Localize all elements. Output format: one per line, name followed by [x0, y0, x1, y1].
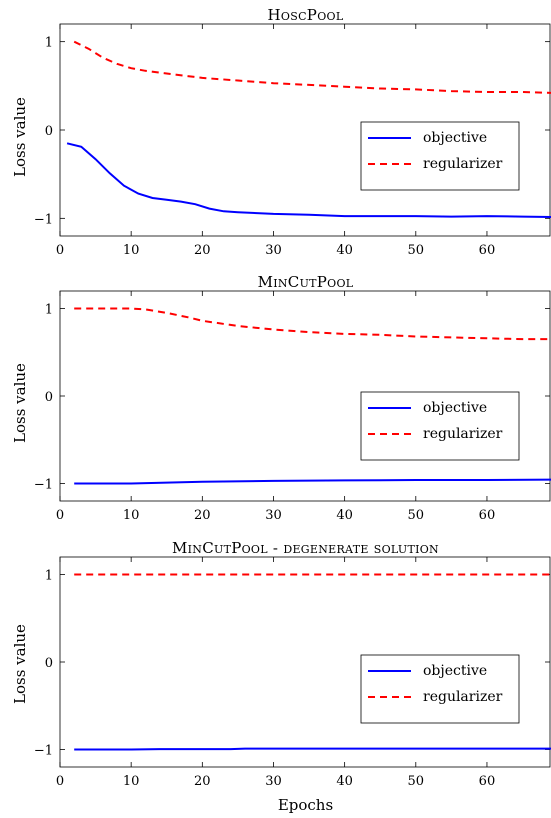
panel-3-xtick-label: 10: [123, 774, 140, 789]
panel-3-series-objective-line: [74, 747, 551, 751]
panel-1-xtick-label: 40: [336, 243, 353, 258]
panel-2-legend-box: [360, 391, 520, 461]
panel-2-xtick-label: 50: [408, 508, 425, 523]
x-axis-label: Epochs: [277, 796, 334, 814]
panel-1-legend-regularizer-label: regularizer: [423, 156, 503, 172]
panel-3-ytick-label: 1: [45, 569, 53, 584]
panel-1-legend-objective-label: objective: [423, 130, 487, 146]
panel-2-legend-regularizer-label: regularizer: [423, 426, 503, 442]
panel-3-xtick-label: 0: [56, 774, 64, 789]
panel-1-series-objective-line: [66, 142, 551, 218]
panel-1-xtick-label: 10: [123, 243, 140, 258]
panel-2-series-objective-line: [74, 478, 551, 485]
panel-3-ytick-label: −1: [34, 744, 53, 759]
panel-3-xtick-label: 60: [479, 774, 496, 789]
panel-2-xtick-label: 0: [56, 508, 64, 523]
panel-3-legend-box: [360, 654, 520, 724]
panel-2-xtick-label: 20: [194, 508, 211, 523]
panel-2-xtick-label: 40: [336, 508, 353, 523]
panel-1-ytick-label: 0: [45, 124, 53, 139]
panel-1-title: HoscPool: [267, 6, 344, 24]
panel-3-ytick-label: 0: [45, 656, 53, 671]
panel-1-legend-box: [360, 121, 520, 191]
panel-3-legend-objective-label: objective: [423, 663, 487, 679]
panel-2-ytick-label: −1: [34, 478, 53, 493]
panel-2-xtick-label: 10: [123, 508, 140, 523]
panel-1-xtick-label: 50: [408, 243, 425, 258]
panel-2-ytick-label: 0: [45, 390, 53, 405]
panel-1-xtick-label: 30: [265, 243, 282, 258]
panel-2-xtick-label: 60: [479, 508, 496, 523]
panel-3-legend-regularizer-label: regularizer: [423, 689, 503, 705]
panel-1-ytick-label: −1: [34, 212, 53, 227]
panel-1-series-regularizer-line: [73, 40, 551, 94]
panel-1-xtick-label: 60: [479, 243, 496, 258]
panel-3-title: MinCutPool - degenerate solution: [172, 539, 439, 557]
panel-3-xtick-label: 20: [194, 774, 211, 789]
panel-2-ytick-label: 1: [45, 303, 53, 318]
panel-2-xtick-label: 30: [265, 508, 282, 523]
panel-1-xtick-label: 20: [194, 243, 211, 258]
panel-3-xtick-label: 40: [336, 774, 353, 789]
panel-1-ytick-label: 1: [45, 36, 53, 51]
panel-2-series-regularizer-line: [74, 307, 551, 341]
panel-1-xtick-label: 0: [56, 243, 64, 258]
panel-2-legend-objective-label: objective: [423, 400, 487, 416]
panel-3-xtick-label: 50: [408, 774, 425, 789]
panel-2-title: MinCutPool: [257, 273, 354, 291]
panel-3-xtick-label: 30: [265, 774, 282, 789]
